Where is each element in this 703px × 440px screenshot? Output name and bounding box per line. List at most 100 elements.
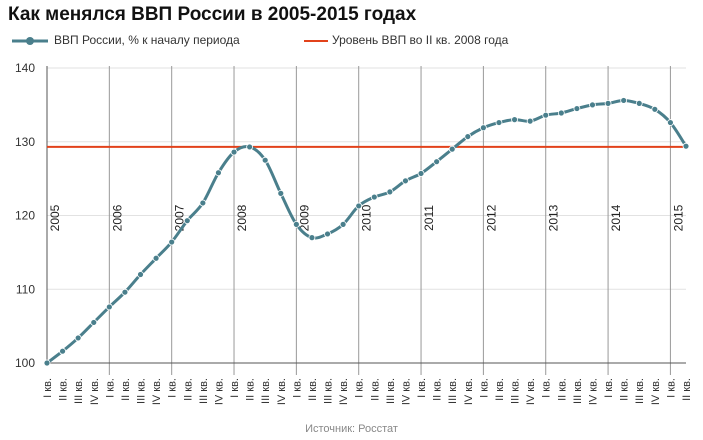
- x-tick-label: III кв.: [572, 378, 584, 404]
- gdp-data-point: [43, 359, 51, 367]
- gdp-data-point: [74, 334, 82, 342]
- gdp-data-point: [620, 97, 628, 104]
- gdp-data-point: [557, 109, 565, 117]
- x-tick-label: II кв.: [494, 378, 506, 401]
- x-tick-label: I кв.: [478, 378, 490, 398]
- y-tick-label: 140: [15, 61, 35, 75]
- gdp-data-point: [651, 105, 659, 113]
- x-tick-label: I кв.: [291, 378, 303, 398]
- year-label: 2014: [609, 204, 623, 231]
- legend-line-gdp-icon: [12, 37, 48, 45]
- gdp-data-point: [199, 199, 207, 207]
- gdp-data-point: [635, 100, 643, 107]
- gdp-data-point: [261, 156, 269, 164]
- x-tick-label: IV кв.: [525, 378, 537, 405]
- chart-title: Как менялся ВВП России в 2005-2015 годах: [8, 4, 417, 25]
- gdp-data-point: [526, 117, 534, 125]
- legend-line-reference-icon: [304, 40, 328, 42]
- x-tick-label: II кв.: [369, 378, 381, 401]
- x-tick-label: IV кв.: [650, 378, 662, 405]
- gdp-data-point: [355, 202, 363, 210]
- x-tick-label: II кв.: [182, 378, 194, 401]
- gdp-data-point: [448, 145, 456, 153]
- x-tick-label: I кв.: [354, 378, 366, 398]
- x-tick-label: I кв.: [104, 378, 116, 398]
- year-label: 2015: [671, 204, 685, 231]
- x-tick-label: III кв.: [323, 378, 335, 404]
- gdp-data-point: [308, 234, 316, 242]
- year-label: 2006: [110, 204, 124, 231]
- source-note: Источник: Росстат: [305, 423, 398, 435]
- gdp-data-point: [292, 220, 300, 228]
- gdp-data-point: [339, 220, 347, 228]
- x-tick-label: I кв.: [665, 378, 677, 398]
- x-tick-label: III кв.: [634, 378, 646, 404]
- gdp-data-point: [682, 142, 690, 150]
- gdp-data-point: [277, 189, 285, 197]
- x-tick-label: III кв.: [198, 378, 210, 404]
- x-tick-label: IV кв.: [400, 378, 412, 405]
- gdp-data-point: [402, 177, 409, 185]
- x-tick-label: IV кв.: [276, 378, 288, 405]
- gdp-data-point: [370, 193, 378, 201]
- gdp-data-point: [417, 170, 425, 177]
- gdp-data-point: [90, 319, 98, 326]
- legend-label-reference: Уровень ВВП во II кв. 2008 года: [332, 33, 509, 47]
- year-label: 2009: [297, 204, 311, 231]
- gdp-data-point: [433, 158, 441, 166]
- gdp-data-point: [324, 230, 331, 238]
- y-tick-label: 100: [15, 356, 35, 370]
- gdp-data-point: [246, 143, 254, 151]
- x-tick-label: I кв.: [167, 378, 179, 398]
- year-label: 2007: [173, 204, 187, 231]
- y-tick-label: 120: [15, 209, 35, 223]
- x-tick-label: II кв.: [245, 378, 257, 401]
- gdp-data-point: [495, 119, 503, 126]
- gdp-data-point: [215, 169, 222, 177]
- x-tick-label: III кв.: [73, 378, 85, 404]
- x-tick-label: I кв.: [42, 378, 54, 398]
- gdp-data-point: [604, 100, 612, 107]
- gdp-data-point: [589, 101, 596, 109]
- gdp-data-point: [386, 188, 394, 196]
- gdp-data-point: [59, 347, 66, 355]
- x-tick-label: IV кв.: [151, 378, 163, 405]
- x-tick-label: III кв.: [260, 378, 272, 404]
- x-tick-label: III кв.: [385, 378, 397, 404]
- x-tick-label: I кв.: [603, 378, 615, 398]
- gdp-data-point: [183, 217, 191, 225]
- x-tick-label: I кв.: [541, 378, 553, 398]
- gdp-data-point: [464, 133, 472, 140]
- gdp-data-point: [573, 105, 581, 112]
- gdp-data-point: [105, 303, 113, 311]
- year-label: 2010: [360, 204, 374, 231]
- gdp-data-point: [168, 238, 176, 246]
- gdp-data-point: [667, 119, 674, 126]
- year-label: 2005: [48, 204, 62, 231]
- x-tick-label: III кв.: [136, 378, 148, 404]
- x-tick-label: II кв.: [432, 378, 444, 401]
- x-tick-label: II кв.: [556, 378, 568, 401]
- y-tick-label: 110: [16, 282, 35, 296]
- x-tick-label: II кв.: [120, 378, 132, 401]
- gdp-data-point: [137, 271, 144, 278]
- x-tick-label: IV кв.: [89, 378, 101, 405]
- gdp-data-point: [542, 111, 550, 119]
- x-tick-label: IV кв.: [338, 378, 350, 405]
- x-tick-label: I кв.: [416, 378, 428, 398]
- x-tick-label: II кв.: [619, 378, 631, 401]
- x-tick-label: II кв.: [58, 378, 70, 401]
- x-tick-label: III кв.: [510, 378, 522, 404]
- year-label: 2008: [235, 204, 249, 231]
- year-label: 2013: [547, 204, 561, 231]
- x-tick-label: II кв.: [681, 378, 693, 401]
- x-tick-label: II кв.: [307, 378, 319, 401]
- x-tick-label: IV кв.: [587, 378, 599, 405]
- x-tick-label: IV кв.: [463, 378, 475, 405]
- gdp-data-point: [511, 116, 518, 124]
- gdp-data-point: [230, 148, 238, 156]
- y-tick-label: 130: [15, 135, 35, 149]
- x-tick-label: I кв.: [229, 378, 241, 398]
- gdp-data-point: [479, 124, 487, 132]
